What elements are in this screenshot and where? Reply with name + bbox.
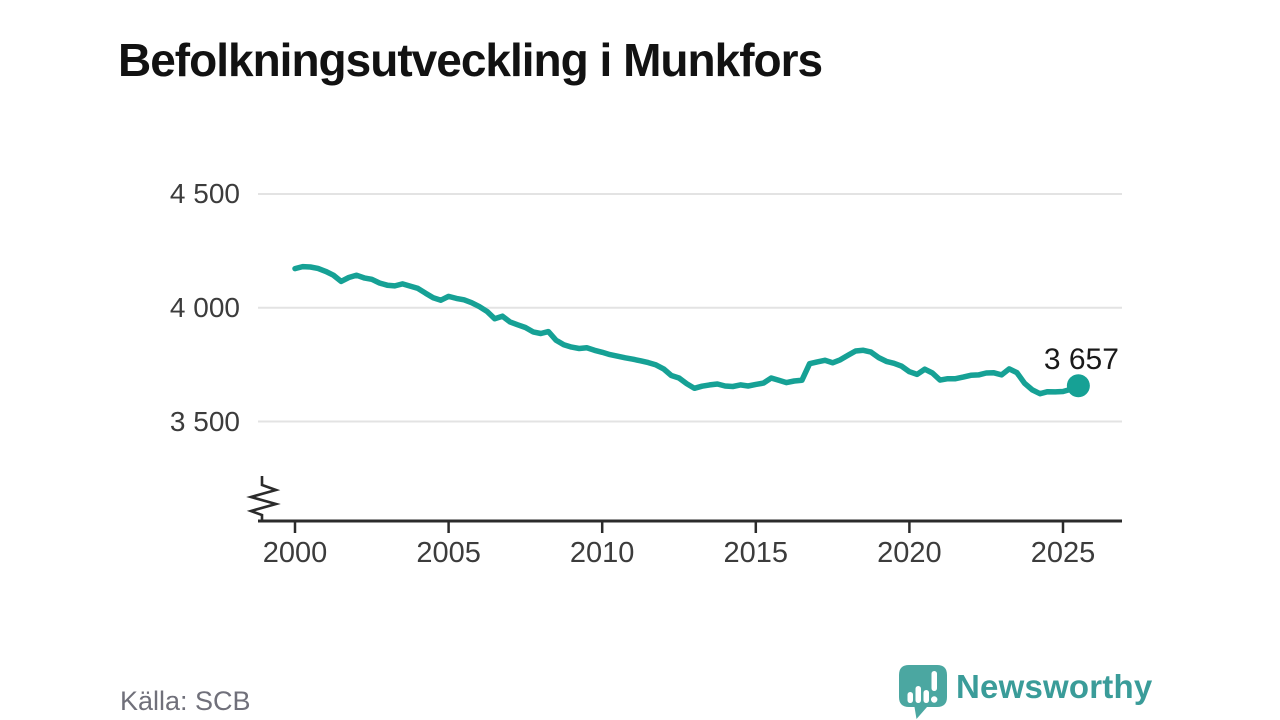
logo-bar-chart-exclamation [907, 671, 938, 703]
chart-title: Befolkningsutveckling i Munkfors [118, 33, 823, 86]
logo-speech-bubble [899, 665, 947, 719]
end-value-annotation: 3 657 [1043, 343, 1119, 376]
x-axis-tick-label: 2020 [877, 537, 942, 569]
y-axis-tick-label: 4 000 [169, 291, 240, 323]
axis-break-zigzag-icon [246, 476, 281, 522]
source-credit: Källa: SCB [120, 686, 251, 716]
x-axis-tick-label: 2000 [262, 537, 328, 569]
x-axis-tick-label: 2010 [569, 537, 635, 569]
x-axis-tick-label: 2015 [723, 537, 789, 569]
y-axis-tick-label: 4 500 [169, 178, 240, 209]
population-series-line [292, 263, 1082, 397]
x-axis-ticks [293, 521, 1065, 533]
x-axis-tick-label: 2025 [1030, 537, 1096, 569]
gridlines [258, 193, 1122, 423]
series-end-dot [1066, 374, 1090, 398]
newsworthy-logo-text: Newsworthy [956, 668, 1153, 705]
x-axis-tick-label: 2005 [416, 537, 481, 569]
newsworthy-logo-icon [899, 665, 947, 719]
y-axis-tick-label: 3 500 [169, 405, 240, 437]
